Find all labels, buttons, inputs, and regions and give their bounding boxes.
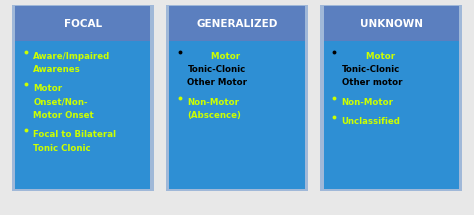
Text: FOCAL: FOCAL [64, 19, 102, 29]
Text: Awarenes: Awarenes [34, 65, 81, 74]
Text: Motor: Motor [187, 52, 241, 61]
FancyBboxPatch shape [12, 5, 155, 191]
Text: Non-Motor: Non-Motor [341, 98, 393, 107]
FancyBboxPatch shape [169, 6, 304, 41]
Text: Tonic-Clonic: Tonic-Clonic [187, 65, 246, 74]
FancyBboxPatch shape [165, 5, 308, 191]
Text: Other Motor: Other Motor [187, 78, 247, 87]
FancyBboxPatch shape [319, 5, 462, 191]
FancyBboxPatch shape [16, 41, 151, 189]
Text: Non-Motor: Non-Motor [187, 98, 239, 107]
FancyBboxPatch shape [169, 41, 304, 189]
Text: Focal to Bilateral: Focal to Bilateral [34, 130, 117, 139]
Text: Motor: Motor [341, 52, 395, 61]
Text: (Abscence): (Abscence) [187, 111, 241, 120]
Text: Onset/Non-: Onset/Non- [34, 98, 88, 107]
FancyBboxPatch shape [16, 6, 151, 41]
Text: Unclassified: Unclassified [341, 117, 401, 126]
Text: Tonic Clonic: Tonic Clonic [34, 144, 91, 153]
Text: Tonic-Clonic: Tonic-Clonic [341, 65, 400, 74]
Text: Aware/Impaired: Aware/Impaired [34, 52, 110, 61]
Text: UNKNOWN: UNKNOWN [360, 19, 422, 29]
Text: Motor: Motor [34, 84, 63, 93]
Text: Motor Onset: Motor Onset [34, 111, 94, 120]
FancyBboxPatch shape [323, 41, 458, 189]
Text: Other motor: Other motor [341, 78, 402, 87]
FancyBboxPatch shape [323, 6, 458, 41]
Text: GENERALIZED: GENERALIZED [196, 19, 278, 29]
